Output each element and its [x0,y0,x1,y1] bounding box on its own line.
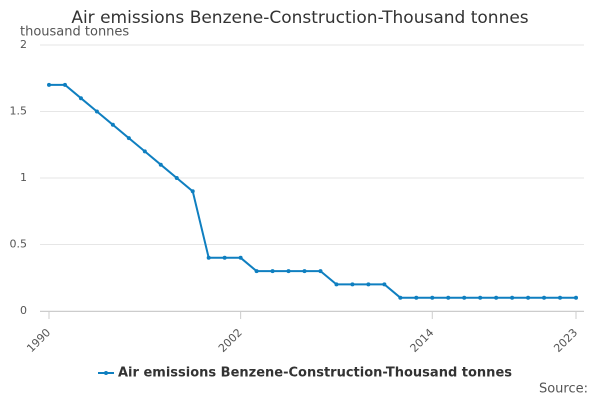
data-point [302,269,307,274]
chart-title: Air emissions Benzene-Construction-Thous… [71,8,528,28]
x-tick-label: 2014 [408,326,437,355]
data-point [526,295,531,300]
y-tick-label: 0 [20,304,27,317]
data-point [94,109,99,114]
data-point [398,295,403,300]
data-point [78,96,83,101]
data-point [254,269,259,274]
data-point [446,295,451,300]
data-point [270,269,275,274]
data-point [382,282,387,287]
data-point [190,189,195,194]
data-point [286,269,291,274]
data-point [206,255,211,260]
data-point [142,149,147,154]
data-point [222,255,227,260]
data-point [478,295,483,300]
y-tick-label: 1 [20,171,27,184]
data-point [126,136,131,141]
data-point [110,122,115,127]
data-point [174,176,179,180]
data-point [574,295,578,300]
series-line [49,83,576,299]
data-point [318,269,323,274]
data-point [62,82,67,87]
x-tick-label: 2023 [551,326,580,355]
data-point [158,162,163,167]
data-point [558,295,563,300]
y-tick-label: 1.5 [10,105,28,118]
data-point [350,282,355,287]
data-point [334,282,339,287]
data-point [494,295,499,300]
data-point [414,295,419,300]
data-point [47,82,51,87]
y-axis-label: thousand tonnes [20,25,129,40]
x-tick-label: 1990 [24,326,53,355]
data-point [462,295,467,300]
data-point [542,295,547,300]
data-point [238,255,243,260]
data-point [510,295,515,300]
x-tick-label: 2002 [216,326,245,355]
source: Source: [539,382,588,397]
legend-label: Air emissions Benzene-Construction-Thous… [118,366,512,381]
y-tick-label: 0.5 [10,238,28,251]
y-tick-label: 2 [20,38,27,51]
data-point [430,295,435,300]
data-point [366,282,371,287]
legend-marker [104,371,108,375]
